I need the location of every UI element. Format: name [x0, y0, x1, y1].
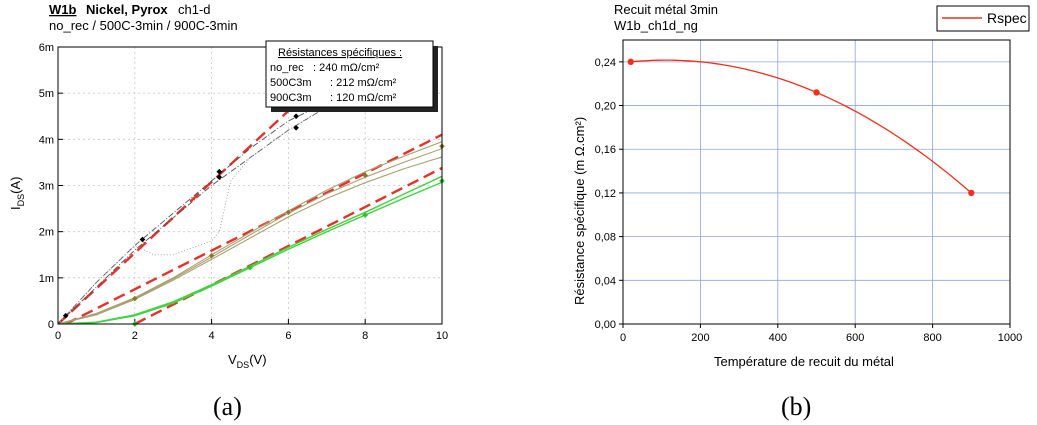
- x-tick-label: 10: [436, 330, 448, 342]
- x-tick-label: 6: [285, 330, 291, 342]
- panel-b-x-axis-label: Température de recuit du métal: [714, 354, 894, 369]
- gray-iv-curve: [58, 106, 328, 324]
- data-marker: [216, 168, 223, 175]
- y-tick-label: 0,20: [595, 101, 616, 113]
- x-tick-label: 600: [846, 332, 864, 344]
- panel-b-subtitle: W1b_ch1d_ng: [614, 18, 698, 33]
- data-marker: [362, 172, 369, 179]
- panel-b-grid: [619, 40, 1011, 328]
- y-tick-label: 0,16: [595, 144, 616, 156]
- y-tick-label: 0,24: [595, 57, 616, 69]
- legend-label-rspec: Rspec: [987, 10, 1027, 26]
- panel-a-markers: [62, 113, 445, 327]
- data-marker: [131, 295, 138, 302]
- resistance-info-box: Résistances spécifiques : no_rec : 240 m…: [265, 40, 438, 112]
- panel-a-x-axis-label: VDS(V): [228, 352, 267, 370]
- info-row-value: : 212 mΩ/cm²: [330, 77, 397, 89]
- data-marker: [285, 209, 292, 216]
- rspec-line: [630, 59, 972, 194]
- panel-b-y-axis-label: Résistance spécifique (m Ω.cm²): [572, 117, 587, 305]
- info-row-name: no_rec: [270, 62, 304, 74]
- y-tick-label: 0,00: [595, 319, 616, 331]
- x-tick-label: 400: [769, 332, 787, 344]
- data-marker: [139, 236, 146, 243]
- y-tick-label: 4m: [39, 134, 54, 146]
- panel-b-title: Recuit métal 3min: [614, 2, 718, 17]
- y-tick-label: 6m: [39, 42, 54, 54]
- panel-a-tick-labels: 0 2 4 6 8 10 0 1m 2m 3m 4m 5m 6m: [39, 42, 448, 342]
- x-tick-label: 8: [362, 330, 368, 342]
- info-row-value: : 240 mΩ/cm²: [313, 62, 380, 74]
- x-tick-label: 200: [691, 332, 709, 344]
- x-tick-label: 0: [55, 330, 61, 342]
- y-tick-label: 3m: [39, 181, 54, 193]
- panel-b-caption: (b): [781, 392, 811, 421]
- panel-a-series: [58, 47, 442, 324]
- y-tick-label: 0: [48, 319, 54, 331]
- panel-a-title-channel: ch1-d: [178, 2, 211, 17]
- rspec-point: [968, 189, 975, 197]
- y-tick-label: 0,04: [595, 275, 616, 287]
- panel-a-caption: (a): [213, 392, 242, 421]
- info-row-name: 500C3m: [270, 77, 312, 89]
- panel-a-y-axis-label: IDS(A): [8, 177, 26, 210]
- data-marker: [362, 212, 369, 218]
- data-marker: [208, 252, 215, 259]
- x-tick-label: 0: [620, 332, 626, 344]
- x-tick-label: 2: [132, 330, 138, 342]
- panel-a-title-material: Nickel, Pyrox: [86, 2, 168, 17]
- rspec-point: [627, 58, 634, 66]
- info-box-title: Résistances spécifiques :: [278, 47, 402, 59]
- info-row-value: : 120 mΩ/cm²: [330, 92, 397, 104]
- info-box-frame: [265, 40, 434, 108]
- y-tick-label: 0,08: [595, 232, 616, 244]
- x-tick-label: 800: [923, 332, 941, 344]
- gray-iv-curve: [58, 101, 327, 324]
- panel-a-plot-frame: [57, 46, 443, 325]
- x-tick-label: 4: [209, 330, 215, 342]
- y-tick-label: 1m: [39, 273, 54, 285]
- y-label-sub: DS: [16, 194, 26, 207]
- panel-b-legend: Rspec: [936, 5, 1030, 32]
- info-row-name: 900C3m: [270, 92, 312, 104]
- y-label-unit: (A): [8, 177, 23, 194]
- panel-a-subtitle: no_rec / 500C-3min / 900C-3min: [49, 18, 238, 33]
- panel-b-chart: Recuit métal 3min W1b_ch1d_ng Rspec 0 200…: [572, 2, 1030, 421]
- panel-b-series: [627, 58, 975, 197]
- y-tick-label: 2m: [39, 227, 54, 239]
- panel-b-tick-labels: 0 200 400 600 800 1000 0,00 0,04 0,08 0,12 0,16 0,2…: [595, 57, 1023, 344]
- y-tick-label: 5m: [39, 88, 54, 100]
- x-tick-label: 1000: [998, 332, 1022, 344]
- data-marker: [247, 264, 253, 271]
- data-marker: [293, 113, 299, 120]
- panel-a-chart: W1b Nickel, Pyrox ch1-d no_rec / 500C-3m…: [8, 2, 448, 421]
- panel-b-plot-frame: [622, 39, 1011, 325]
- rspec-point: [813, 89, 820, 96]
- olive-iv-curve: [58, 148, 442, 324]
- olive-iv-curve: [58, 141, 442, 324]
- y-label-main: I: [8, 206, 23, 210]
- olive-iv-curve: [58, 156, 442, 324]
- red-dashed-fit-line: [58, 47, 359, 324]
- red-dashed-fit-line: [134, 166, 442, 324]
- x-label-unit: (V): [249, 352, 266, 367]
- data-marker: [293, 124, 299, 131]
- y-tick-label: 0,12: [595, 188, 616, 200]
- panel-a-title-id: W1b: [49, 2, 77, 17]
- x-label-main: V: [228, 352, 237, 367]
- x-label-sub: DS: [237, 360, 250, 370]
- data-marker: [216, 174, 223, 181]
